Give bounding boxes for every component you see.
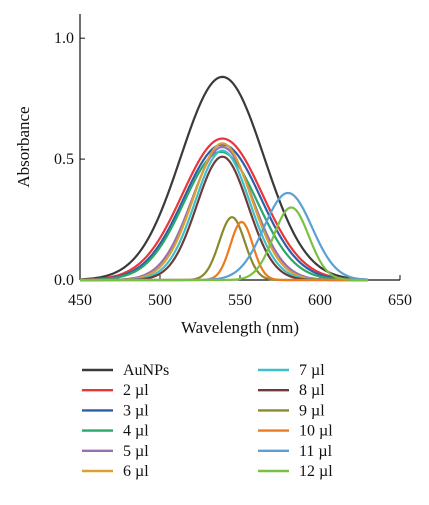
y-axis-label: Absorbance (14, 106, 33, 187)
y-tick-label-0.5: 0.5 (54, 151, 74, 168)
series-line-3-ul (79, 143, 369, 281)
x-tick-label-500: 500 (148, 292, 172, 309)
legend-label-aunps: AuNPs (123, 362, 169, 379)
series-line-aunps (79, 75, 369, 281)
legend-label-8-ul: 8 µl (299, 382, 325, 399)
legend-label-7-ul: 7 µl (299, 362, 325, 379)
legend-label-9-ul: 9 µl (299, 402, 325, 419)
series-line-2-ul (79, 137, 369, 281)
x-axis-label: Wavelength (nm) (181, 318, 299, 337)
legend-label-2-ul: 2 µl (123, 382, 149, 399)
legend-label-5-ul: 5 µl (123, 443, 149, 460)
series-line-6-ul (80, 142, 368, 282)
legend-label-4-ul: 4 µl (123, 423, 149, 440)
legend-label-12-ul: 12 µl (299, 463, 333, 480)
legend-label-11-ul: 11 µl (299, 443, 333, 460)
x-tick-label-650: 650 (388, 292, 412, 309)
legend-label-6-ul: 6 µl (123, 463, 149, 480)
legend-label-10-ul: 10 µl (299, 423, 333, 440)
x-tick-label-600: 600 (308, 292, 332, 309)
y-tick-label-1.0: 1.0 (54, 30, 74, 47)
y-tick-label-0.0: 0.0 (54, 272, 74, 289)
x-tick-label-550: 550 (228, 292, 252, 309)
series-line-12-ul (80, 206, 368, 282)
x-tick-label-450: 450 (68, 292, 92, 309)
legend-label-3-ul: 3 µl (123, 402, 149, 419)
series-line-5-ul (80, 145, 368, 282)
series-line-4-ul (79, 150, 369, 282)
